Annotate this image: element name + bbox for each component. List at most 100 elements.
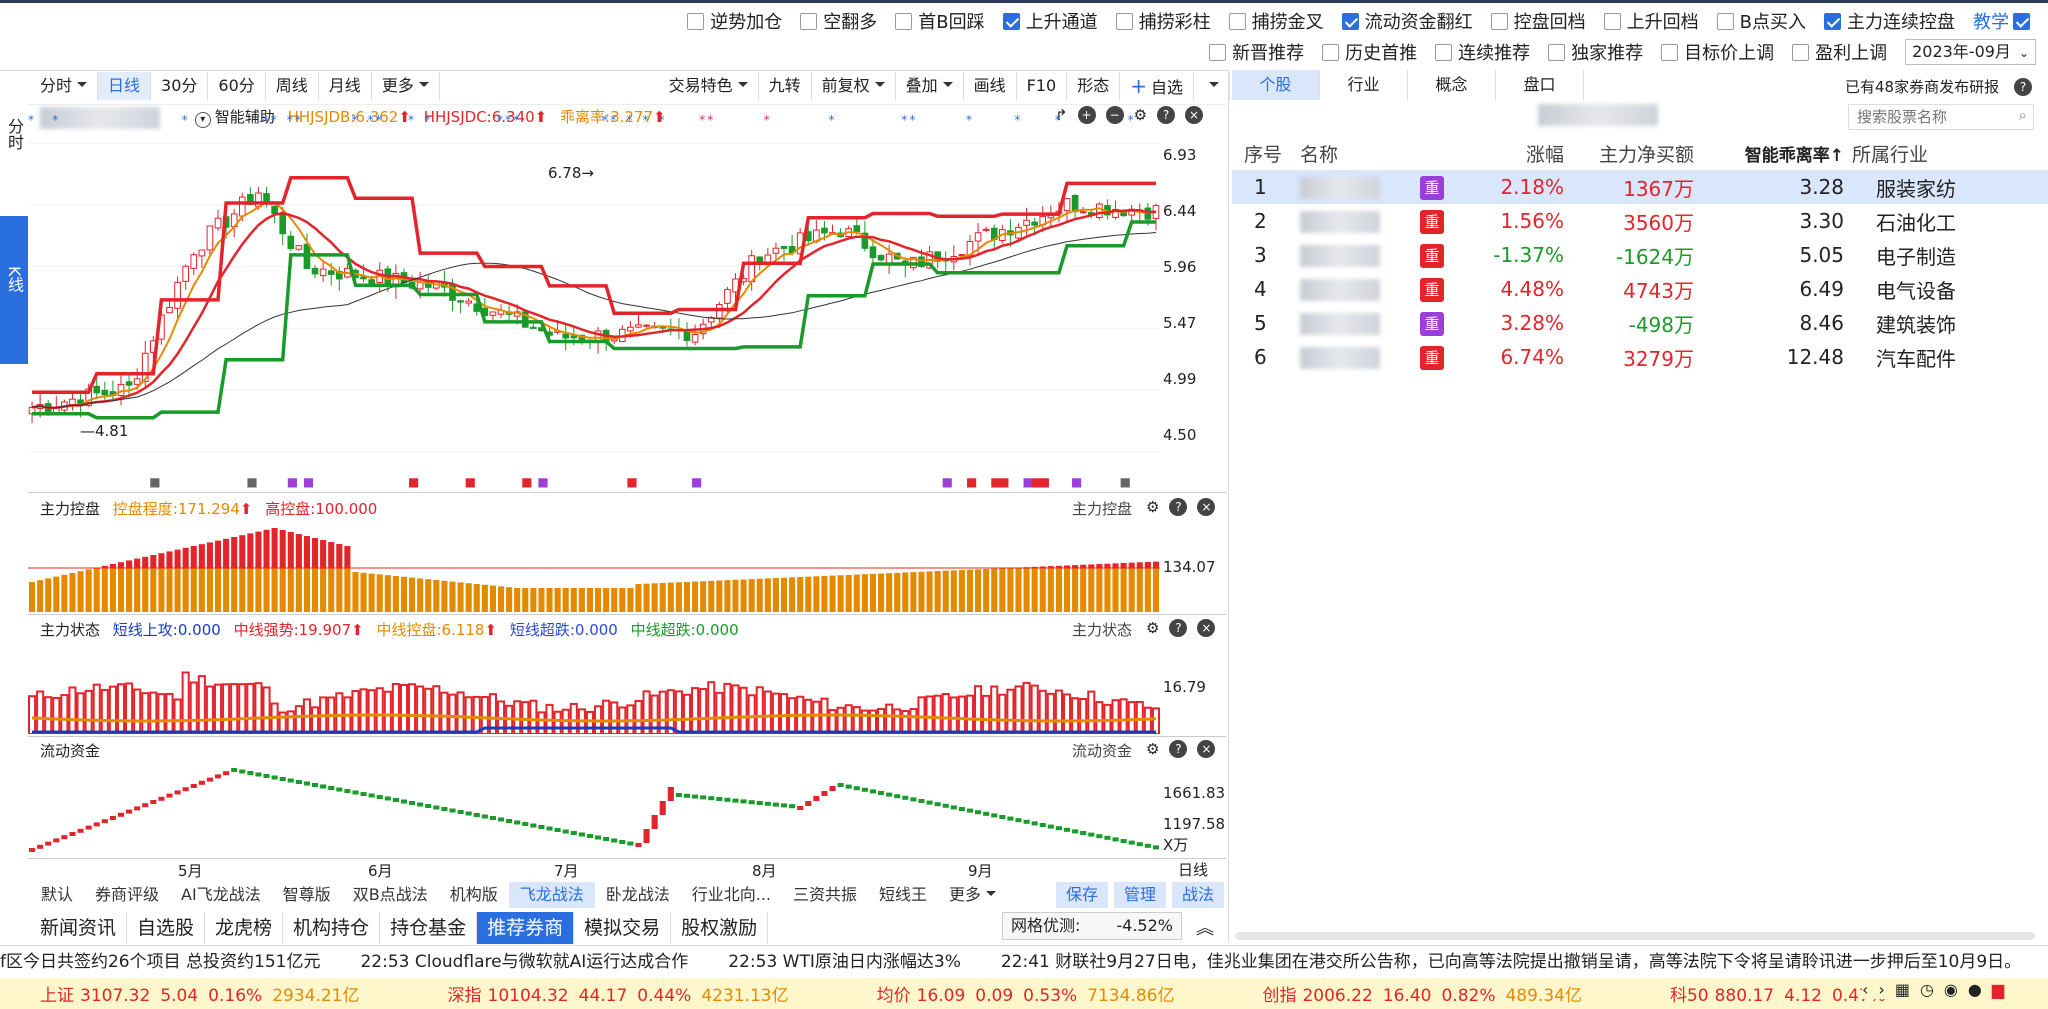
checkbox-icon[interactable] [1716, 12, 1734, 30]
checkbox-icon[interactable] [1002, 12, 1020, 30]
checkbox-icon[interactable] [1661, 43, 1679, 61]
option-top_options_row1-7[interactable]: 控盘回档 [1490, 8, 1586, 34]
toolbar-right-0[interactable]: 交易特色 [659, 72, 759, 100]
strategy-tab-9[interactable]: 三资共振 [793, 885, 858, 904]
checkbox-icon[interactable] [1548, 43, 1566, 61]
gear-icon[interactable]: ⚙ [1146, 740, 1160, 758]
option-top_options_row1-4[interactable]: 捕捞彩柱 [1115, 8, 1211, 34]
option-top_options_row2-1[interactable]: 历史首推 [1322, 39, 1417, 65]
toolbar-right-7[interactable]: + 自选 [1120, 72, 1194, 100]
strategy-tab-2[interactable]: AI飞龙战法 [181, 885, 261, 904]
checkbox-icon[interactable] [1115, 12, 1133, 30]
checkbox-icon[interactable] [687, 12, 705, 30]
target-icon[interactable]: ◉ [1943, 980, 1958, 999]
option-top_options_row1-6[interactable]: 流动资金翻红 [1341, 8, 1473, 34]
minus-icon[interactable]: − [1105, 106, 1124, 124]
side-tab-fenshi[interactable]: 分时 [5, 118, 24, 150]
option-top_options_row2-4[interactable]: 目标价上调 [1661, 39, 1774, 65]
table-row[interactable]: 4 重 4.48% 4743万 6.49 电气设备 [1232, 272, 2048, 306]
horizontal-scrollbar[interactable] [1235, 932, 2035, 940]
option-top_options_row1-10[interactable]: 主力连续控盘 [1824, 8, 1955, 34]
bar-icon[interactable]: ▆ [1991, 980, 2005, 999]
right-tab-2[interactable]: 概念 [1408, 70, 1496, 100]
right-tab-1[interactable]: 行业 [1320, 70, 1408, 100]
toolbar-right-1[interactable]: 九转 [759, 72, 812, 100]
checkbox-icon[interactable] [1228, 12, 1246, 30]
toolbar-3[interactable]: 60分 [208, 72, 266, 100]
checkbox-icon[interactable] [1435, 43, 1453, 61]
toolbar-right-5[interactable]: F10 [1017, 72, 1068, 100]
news-item[interactable]: 22:53 WTI原油日内涨幅达3% [728, 952, 961, 972]
next-icon[interactable]: › [1878, 980, 1885, 999]
help-icon[interactable]: ? [1169, 619, 1188, 637]
option-top_options_row1-0[interactable]: 逆势加仓 [687, 8, 782, 34]
close-icon[interactable]: × [1185, 106, 1204, 124]
news-item[interactable]: 22:41 财联社9月27日电，佳兆业集团在港交所公告称，已向高等法院提出撤销呈… [1000, 952, 2022, 972]
stock-search-input[interactable] [1849, 105, 2009, 129]
side-tab-kxian[interactable]: K线 [0, 216, 28, 364]
strategy-tab-8[interactable]: 行业北向... [691, 885, 772, 904]
col-header[interactable]: 主力净买额 [1598, 143, 1694, 166]
col-header[interactable]: 所属行业 [1852, 143, 1929, 166]
ticker-1[interactable]: 深指 10104.32 44.17 0.44% 4231.13亿 [447, 986, 789, 1006]
help-icon[interactable]: ? [1169, 740, 1188, 758]
nav-tab-2[interactable]: 龙虎榜 [205, 912, 284, 944]
right-tab-0[interactable]: 个股 [1232, 70, 1320, 100]
close-icon[interactable]: × [1197, 619, 1216, 637]
toolbar-right-2[interactable]: 前复权 [812, 72, 896, 100]
help-icon[interactable]: ? [2014, 76, 2032, 96]
user-icon[interactable]: ● [1967, 980, 1982, 999]
checkbox-icon[interactable] [1792, 43, 1810, 61]
toolbar-right-4[interactable]: 画线 [964, 72, 1017, 100]
gear-icon[interactable]: ⚙ [1133, 106, 1148, 124]
nav-tab-4[interactable]: 持仓基金 [380, 912, 478, 944]
table-row[interactable]: 6 重 6.74% 3279万 12.48 汽车配件 [1232, 340, 2048, 374]
table-row[interactable]: 3 重 -1.37% -1624万 5.05 电子制造 [1232, 238, 2048, 272]
teach-link[interactable]: 教学 [1973, 12, 2009, 33]
nav-tab-7[interactable]: 股权激励 [671, 912, 769, 944]
collapse-chevron-icon[interactable]: ︽ [1196, 918, 1214, 939]
option-top_options_row1-3[interactable]: 上升通道 [1002, 8, 1098, 34]
nav-tab-3[interactable]: 机构持仓 [283, 912, 381, 944]
plus-icon[interactable]: + [1077, 106, 1096, 124]
toolbar-5[interactable]: 月线 [319, 72, 372, 100]
ticker-3[interactable]: 创指 2006.22 16.40 0.82% 489.34亿 [1262, 986, 1582, 1006]
col-header[interactable]: 涨幅 [1525, 143, 1564, 166]
gear-icon[interactable]: ⚙ [1146, 619, 1160, 637]
table-row[interactable]: 2 重 1.56% 3560万 3.30 石油化工 [1232, 204, 2048, 238]
strategy-tab-5[interactable]: 机构版 [449, 885, 498, 904]
checkbox-icon[interactable] [1209, 43, 1227, 61]
nav-tab-1[interactable]: 自选股 [127, 912, 206, 944]
close-icon[interactable]: × [1197, 498, 1216, 516]
col-header[interactable]: 智能乖离率↑ [1744, 145, 1844, 166]
checkbox-icon[interactable] [800, 12, 818, 30]
checkbox-icon[interactable] [1341, 12, 1359, 30]
candlestick-chart[interactable]: 6.78→—4.81■ ■ ■ ■ ■ ■ ■ ■ ■ ■ ■ ■ ■■ ■■■ ■ ■* * * * * * * * * * *… [28, 113, 1228, 498]
checkbox-icon[interactable] [895, 12, 913, 30]
option-top_options_row1-9[interactable]: B点买入 [1716, 8, 1806, 34]
help-icon[interactable]: ? [1169, 498, 1188, 516]
checkbox-icon[interactable] [1490, 12, 1508, 30]
gear-icon[interactable]: ⚙ [1146, 498, 1160, 516]
table-row[interactable]: 5 重 3.28% -498万 8.46 建筑装饰 [1232, 306, 2048, 340]
calendar-icon[interactable]: ▦ [1894, 980, 1910, 999]
toolbar-1[interactable]: 日线 [98, 72, 152, 100]
toolbar-more-dropdown[interactable] [1194, 72, 1230, 100]
clock-icon[interactable]: ◷ [1919, 980, 1934, 999]
news-item[interactable]: f区今日共签约26个项目 总投资约151亿元 [0, 952, 321, 972]
toolbar-right-3[interactable]: 叠加 [896, 72, 964, 100]
strategy-tab-6[interactable]: 飞龙战法 [508, 882, 595, 908]
table-row[interactable]: 1 重 2.18% 1367万 3.28 服装家纺 [1232, 170, 2048, 204]
option-top_options_row2-5[interactable]: 盈利上调 [1792, 39, 1887, 65]
toolbar-right-6[interactable]: 形态 [1067, 72, 1121, 100]
strategy-action-0[interactable]: 保存 [1056, 882, 1109, 908]
checkbox-icon[interactable] [1824, 12, 1841, 30]
help-icon[interactable]: ? [1157, 106, 1176, 124]
nav-tab-5[interactable]: 推荐券商 [477, 912, 575, 944]
ticker-2[interactable]: 均价 16.09 0.09 0.53% 7134.86亿 [876, 986, 1175, 1006]
toolbar-0[interactable]: 分时 [30, 72, 99, 100]
news-item[interactable]: 22:53 Cloudflare与微软就AI运行达成合作 [360, 952, 689, 972]
strategy-tab-1[interactable]: 券商评级 [95, 885, 160, 904]
toolbar-4[interactable]: 周线 [266, 72, 319, 100]
strategy-tab-7[interactable]: 卧龙战法 [605, 885, 670, 904]
